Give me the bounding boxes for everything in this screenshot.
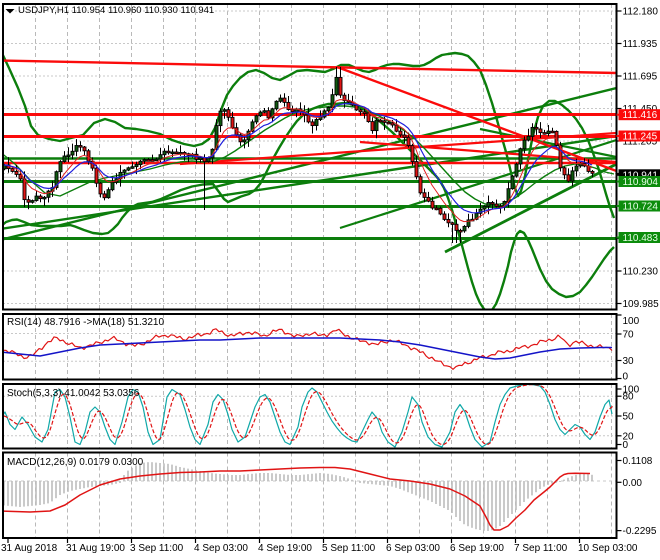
svg-text:7 Sep 11:00: 7 Sep 11:00 bbox=[514, 543, 568, 554]
svg-text:4 Sep 03:00: 4 Sep 03:00 bbox=[194, 543, 248, 554]
svg-text:111.205: 111.205 bbox=[623, 137, 658, 148]
svg-text:6 Sep 03:00: 6 Sep 03:00 bbox=[386, 543, 440, 554]
svg-text:4 Sep 19:00: 4 Sep 19:00 bbox=[258, 543, 312, 554]
svg-text:110.483: 110.483 bbox=[623, 233, 659, 244]
svg-text:0.00: 0.00 bbox=[623, 478, 643, 489]
svg-text:109.985: 109.985 bbox=[623, 299, 660, 310]
svg-text:110.724: 110.724 bbox=[623, 202, 659, 213]
svg-text:110.941: 110.941 bbox=[623, 170, 659, 181]
svg-text:3 Sep 11:00: 3 Sep 11:00 bbox=[130, 543, 184, 554]
svg-text:-0.2295: -0.2295 bbox=[623, 526, 657, 537]
svg-text:111.245: 111.245 bbox=[623, 132, 658, 143]
svg-text:112.180: 112.180 bbox=[623, 7, 659, 18]
svg-text:110.230: 110.230 bbox=[623, 267, 659, 278]
svg-text:MACD(12,26,9) 0.0179 0.0300: MACD(12,26,9) 0.0179 0.0300 bbox=[7, 457, 144, 468]
svg-text:30: 30 bbox=[623, 356, 635, 367]
svg-text:0: 0 bbox=[623, 440, 629, 451]
svg-text:USDJPY,H1 110.954 110.960 110.: USDJPY,H1 110.954 110.960 110.930 110.94… bbox=[18, 5, 214, 16]
svg-text:RSI(14) 48.7916 ->MA(18) 51.3: RSI(14) 48.7916 ->MA(18) 51.3210 bbox=[7, 317, 164, 328]
svg-text:31 Aug 19:00: 31 Aug 19:00 bbox=[66, 543, 125, 554]
svg-text:100: 100 bbox=[623, 385, 640, 396]
svg-text:0.1108: 0.1108 bbox=[623, 456, 653, 467]
svg-text:Stoch(5,3,3) 41.0042 53.0356: Stoch(5,3,3) 41.0042 53.0356 bbox=[7, 388, 140, 399]
svg-text:5 Sep 11:00: 5 Sep 11:00 bbox=[322, 543, 376, 554]
svg-text:110.904: 110.904 bbox=[623, 177, 659, 188]
svg-text:111.416: 111.416 bbox=[623, 110, 658, 121]
svg-text:50: 50 bbox=[623, 412, 635, 423]
svg-text:70: 70 bbox=[623, 330, 635, 341]
svg-text:20: 20 bbox=[623, 431, 635, 442]
svg-text:10 Sep 03:00: 10 Sep 03:00 bbox=[578, 543, 638, 554]
svg-text:6 Sep 19:00: 6 Sep 19:00 bbox=[450, 543, 504, 554]
svg-text:31 Aug 2018: 31 Aug 2018 bbox=[1, 543, 58, 554]
svg-text:111.695: 111.695 bbox=[623, 72, 658, 83]
svg-text:100: 100 bbox=[623, 316, 640, 327]
svg-text:80: 80 bbox=[623, 392, 635, 403]
svg-text:111.935: 111.935 bbox=[623, 39, 658, 50]
svg-text:0: 0 bbox=[623, 372, 629, 383]
